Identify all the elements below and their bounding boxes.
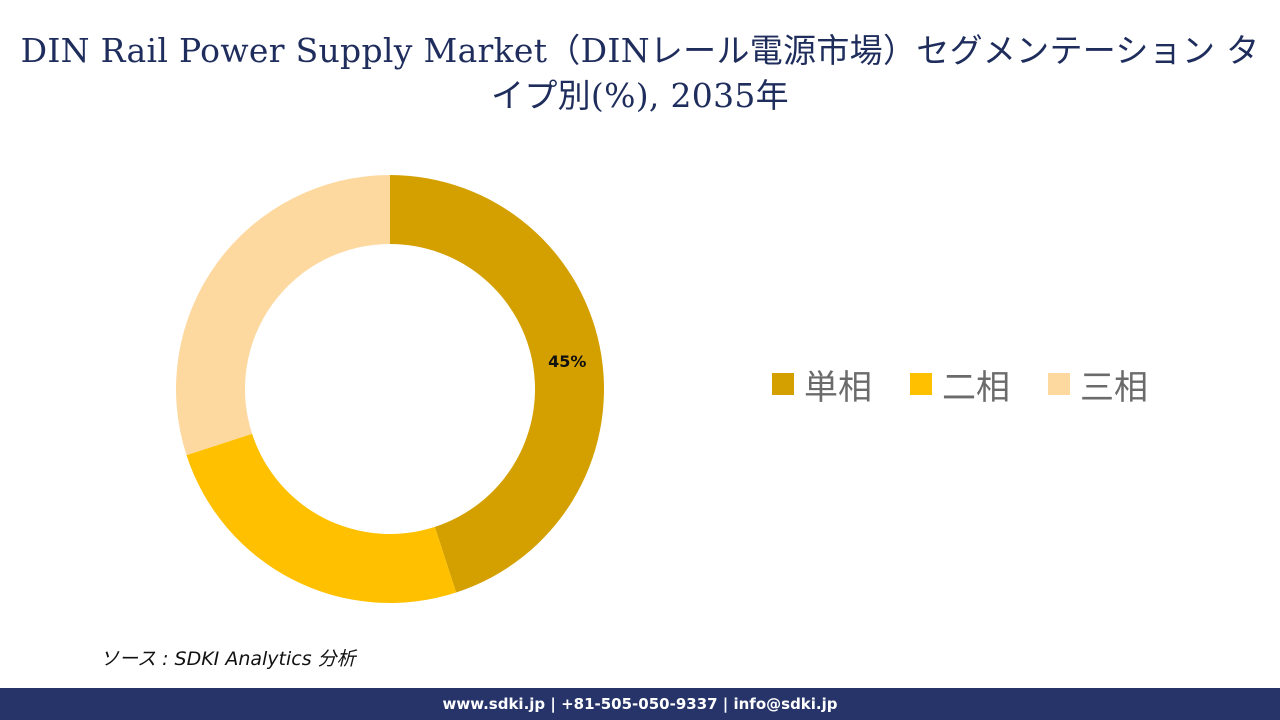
legend-swatch-3	[1048, 373, 1070, 395]
legend-item-1: 単相	[772, 360, 872, 409]
legend-item-2: 二相	[910, 360, 1010, 409]
source-note: ソース : SDKI Analytics 分析	[100, 648, 356, 670]
chart-title: DIN Rail Power Supply Market（DINレール電源市場）…	[20, 31, 1260, 115]
legend-label-3: 三相	[1080, 367, 1148, 408]
donut-slice-2	[186, 433, 457, 604]
donut-slice-1	[390, 175, 605, 593]
legend-item-3: 三相	[1048, 360, 1148, 409]
legend-label-1: 単相	[804, 367, 872, 408]
footer-bar: www.sdki.jp | +81-505-050-9337 | info@sd…	[0, 688, 1280, 720]
data-label-1: 45%	[548, 352, 586, 371]
legend-swatch-1	[772, 373, 794, 395]
chart-legend: 単相 二相 三相	[772, 360, 1186, 408]
donut-chart: 45%	[176, 175, 605, 604]
legend-swatch-2	[910, 373, 932, 395]
donut-slice-3	[176, 175, 390, 456]
footer-contact: www.sdki.jp | +81-505-050-9337 | info@sd…	[442, 695, 838, 713]
legend-label-2: 二相	[942, 367, 1010, 408]
